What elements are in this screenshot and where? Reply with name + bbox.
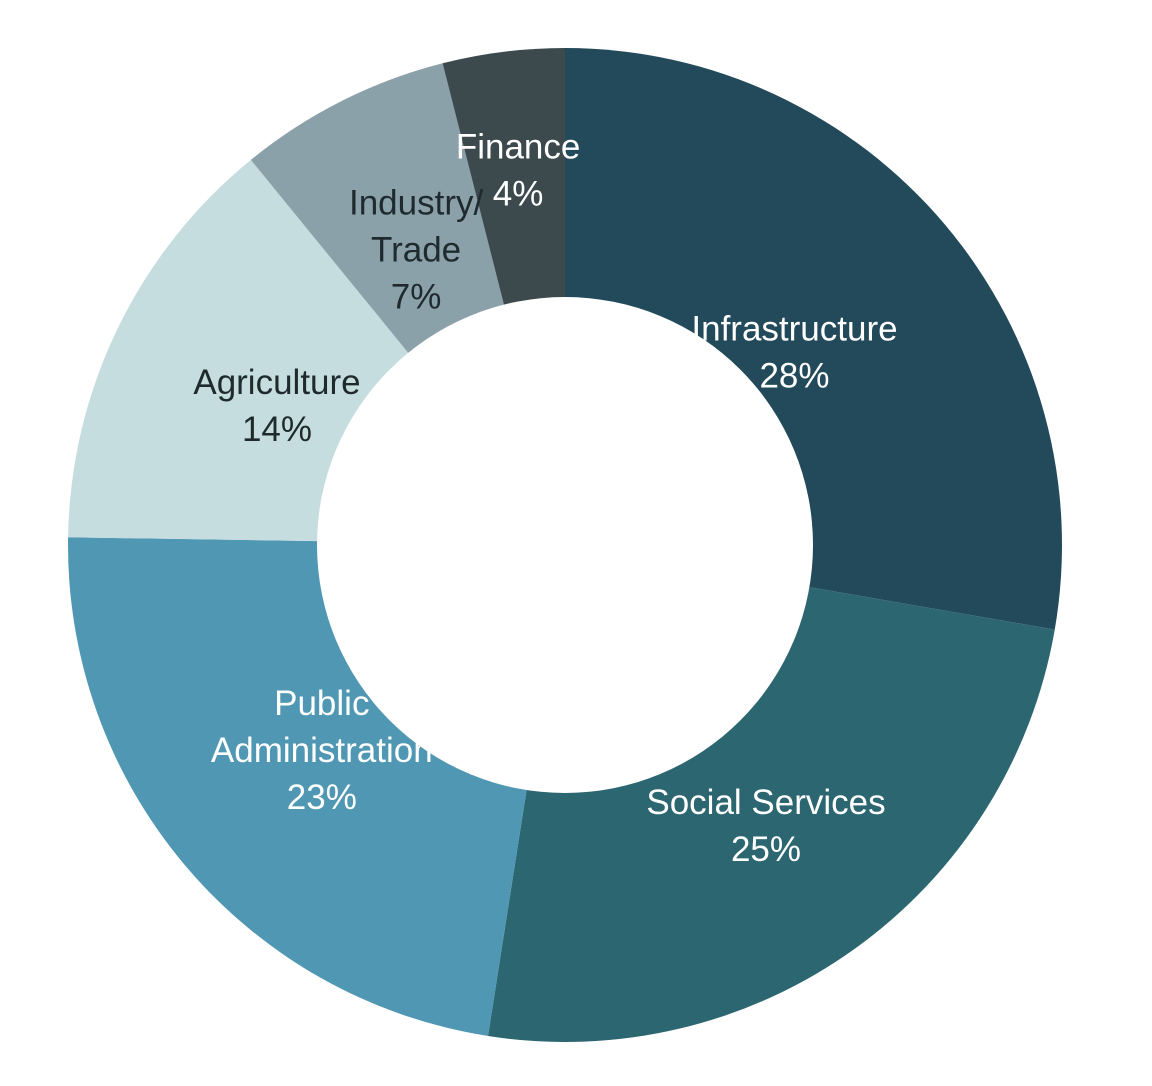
slice-value-label: 23%: [287, 778, 357, 817]
slice-value-label: 4%: [493, 174, 544, 213]
slice-category-label: Industry/: [349, 183, 483, 222]
slice-value-label: 28%: [759, 356, 829, 395]
slice-label: Industry/Trade 7%: [349, 183, 483, 316]
slice-label: Finance 4%: [456, 127, 581, 213]
slice-category-label: Public: [274, 684, 369, 723]
donut-hole: [317, 297, 813, 793]
slice-value-label: 25%: [731, 830, 801, 869]
slice-label: Public Administration 23%: [211, 684, 433, 817]
slice-value-label: 7%: [391, 277, 442, 316]
slice-category-label: Agriculture: [193, 363, 360, 402]
slice-value-label: 14%: [242, 410, 312, 449]
slice-category-label: Social Services: [646, 783, 885, 822]
slice-category-label: Administration: [211, 731, 433, 770]
slice-category-label: Finance: [456, 127, 581, 166]
slice-label: Infrastructure 28%: [691, 309, 897, 395]
slice-category-label: Infrastructure: [691, 309, 897, 348]
slice-label: Agriculture 14%: [193, 363, 360, 449]
slice-label: Social Services 25%: [646, 783, 885, 869]
slice-labels: Infrastructure 28% Social Services 25% Publi…: [193, 127, 897, 869]
slice-category-label: Trade: [371, 230, 461, 269]
